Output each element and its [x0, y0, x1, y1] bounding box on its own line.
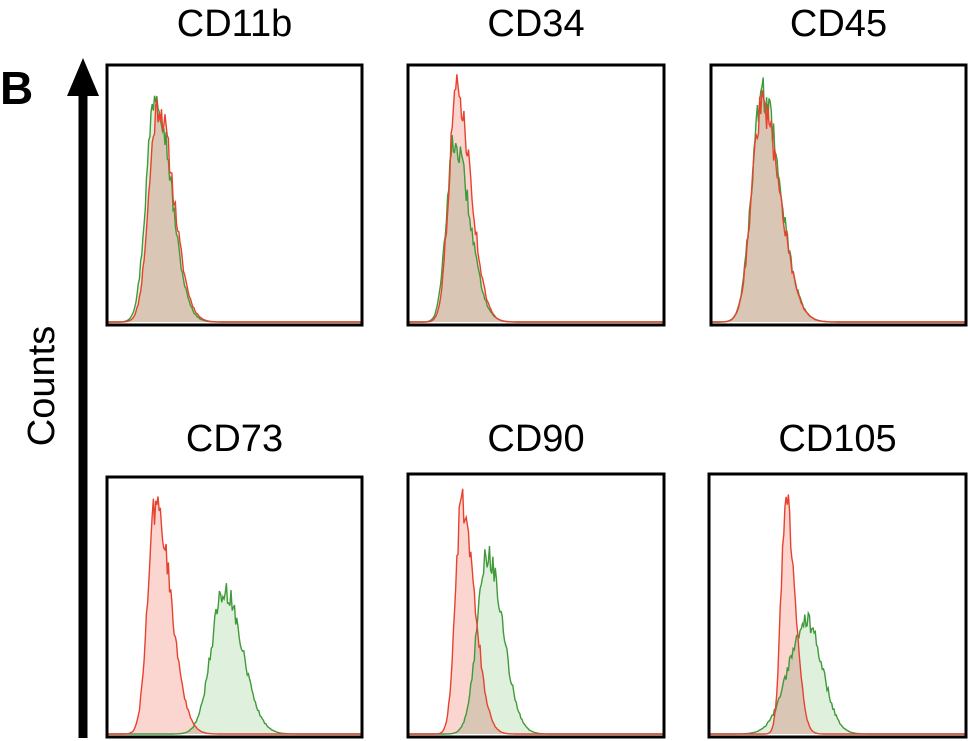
panel-frame-cd73: [105, 475, 364, 739]
overlap-fill-cd45: [711, 90, 966, 322]
control-line-cd90: [408, 488, 664, 735]
panel-cd105: CD105: [707, 418, 968, 739]
plot-area-cd90: [408, 488, 664, 735]
panel-cd90: CD90: [406, 418, 666, 739]
panel-title-cd105: CD105: [778, 418, 896, 460]
overlap-fill-cd34: [408, 135, 664, 322]
control-fill-cd73: [107, 496, 362, 734]
control-line-cd73: [107, 496, 362, 735]
control-line-cd105: [709, 494, 966, 735]
panel-cd73: CD73: [105, 418, 364, 739]
panel-frame-cd90: [406, 472, 666, 739]
marker-line-cd105: [709, 610, 966, 735]
panel-title-cd11b: CD11b: [177, 3, 292, 45]
panel-title-cd34: CD34: [487, 3, 584, 45]
marker-fill-cd90: [408, 546, 664, 734]
panel-frame-cd45: [709, 63, 968, 327]
plot-area-cd11b: [107, 95, 362, 323]
panel-title-cd73: CD73: [186, 418, 283, 460]
plot-area-cd45: [711, 77, 966, 323]
counts-arrow: [67, 58, 99, 738]
panel-letter: B: [0, 62, 33, 114]
control-line-cd11b: [107, 98, 362, 323]
counts-arrow-head: [67, 58, 99, 96]
panel-cd11b: CD11b: [105, 3, 364, 327]
marker-line-cd90: [408, 545, 664, 735]
histogram-panels: CD11b CD34 CD45 CD73 CD90 CD105: [105, 3, 968, 739]
panel-title-cd45: CD45: [790, 3, 887, 45]
panel-cd34: CD34: [406, 3, 666, 327]
panel-cd45: CD45: [709, 3, 968, 327]
panel-frame-cd11b: [105, 63, 364, 327]
panel-title-cd90: CD90: [487, 418, 584, 460]
plot-area-cd105: [709, 494, 966, 735]
control-line-cd34: [408, 74, 664, 323]
plot-area-cd34: [408, 74, 664, 323]
control-fill-cd90: [408, 488, 664, 734]
panel-frame-cd34: [406, 63, 666, 327]
control-line-cd45: [711, 89, 966, 323]
overlap-fill-cd90: [408, 630, 664, 734]
plot-area-cd73: [107, 496, 362, 735]
overlap-fill-cd11b: [107, 98, 362, 322]
marker-fill-cd73: [107, 583, 362, 734]
panel-frame-cd105: [707, 472, 968, 739]
y-axis-label: Counts: [21, 326, 63, 446]
marker-fill-cd105: [709, 613, 966, 734]
control-fill-cd105: [709, 494, 966, 734]
